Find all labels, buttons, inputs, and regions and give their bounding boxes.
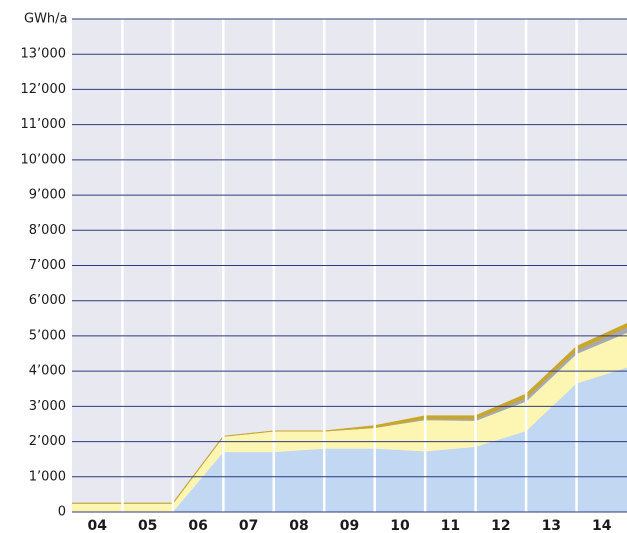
- x-tick-label: 08: [289, 518, 308, 533]
- x-tick-label: 06: [188, 518, 207, 533]
- y-tick-label: 3’000: [29, 399, 66, 414]
- y-tick-label: 2’000: [29, 434, 66, 449]
- x-tick-label: 10: [390, 518, 410, 533]
- y-tick-label: 9’000: [29, 188, 66, 203]
- y-tick-label: 11’000: [21, 117, 67, 132]
- y-tick-label: 4’000: [29, 364, 66, 379]
- y-tick-label: 6’000: [29, 293, 66, 308]
- x-tick-label: 12: [491, 518, 510, 533]
- y-tick-label: 5’000: [29, 328, 66, 343]
- y-tick-label: 8’000: [29, 223, 66, 238]
- y-tick-label: 0: [58, 505, 66, 520]
- x-tick-label: 04: [87, 518, 107, 533]
- area: [72, 323, 627, 504]
- y-axis-label: GWh/a: [24, 12, 68, 27]
- area: [72, 367, 627, 512]
- y-tick-label: 7’000: [29, 258, 66, 273]
- y-tick-label: 1’000: [29, 469, 66, 484]
- x-tick-label: 09: [340, 518, 359, 533]
- y-tick-label: 12’000: [21, 82, 67, 97]
- x-tick-label: 13: [542, 518, 561, 533]
- x-tick-label: 11: [441, 518, 460, 533]
- x-tick-label: 14: [592, 518, 612, 533]
- x-tick-label: 07: [239, 518, 258, 533]
- y-tick-label: 10’000: [21, 152, 67, 167]
- area: [72, 332, 627, 512]
- y-tick-label: 13’000: [21, 47, 67, 62]
- x-tick-label: 05: [138, 518, 157, 533]
